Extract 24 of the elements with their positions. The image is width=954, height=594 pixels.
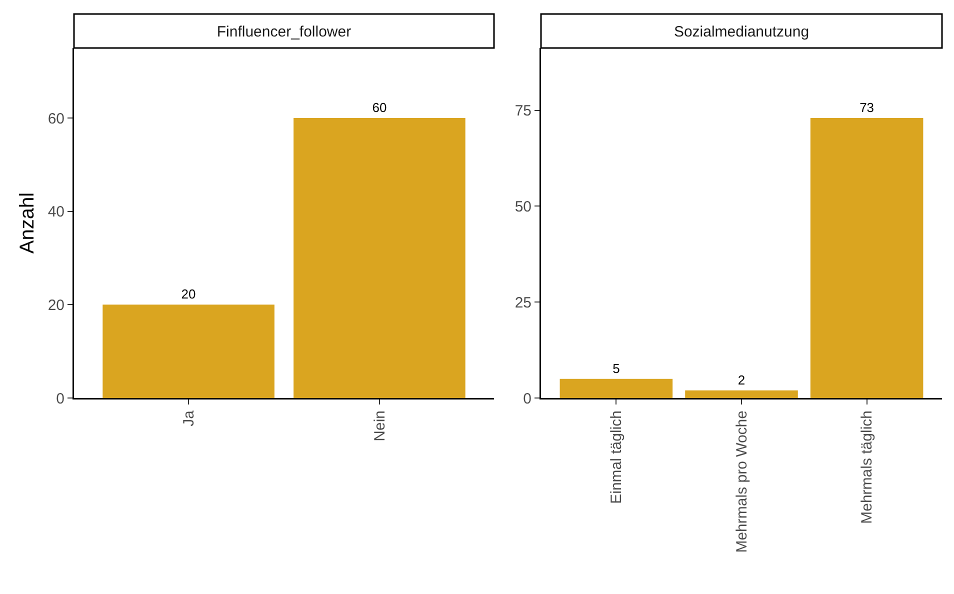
data-label: 73 xyxy=(860,100,874,115)
y-tick-label: 60 xyxy=(48,110,64,128)
x-tick-label: Mehrmals täglich xyxy=(858,410,876,524)
bar xyxy=(810,118,924,398)
y-tick-label: 0 xyxy=(523,390,532,408)
y-tick-label: 25 xyxy=(514,294,532,312)
y-tick-label: 40 xyxy=(48,204,64,221)
bar xyxy=(560,378,673,398)
x-tick-label: Mehrmals pro Woche xyxy=(733,410,750,553)
y-tick-label: 50 xyxy=(514,198,532,216)
chart-title: Sozialmedianutzung xyxy=(674,23,810,40)
y-tick-label: 0 xyxy=(56,390,64,408)
data-label: 60 xyxy=(372,100,387,115)
x-tick-label: Nein xyxy=(371,410,388,442)
chart-title: Finfluencer_follower xyxy=(216,23,352,40)
x-tick-label: Einmal täglich xyxy=(608,410,626,504)
y-tick-label: 20 xyxy=(48,296,64,314)
data-label: 2 xyxy=(738,372,746,388)
x-tick-label: Ja xyxy=(180,410,198,426)
y-tick-label: 75 xyxy=(514,102,532,120)
data-label: 20 xyxy=(181,286,196,302)
data-label: 5 xyxy=(612,360,620,376)
y-axis-title: Anzahl xyxy=(16,192,39,254)
bar xyxy=(685,390,798,398)
